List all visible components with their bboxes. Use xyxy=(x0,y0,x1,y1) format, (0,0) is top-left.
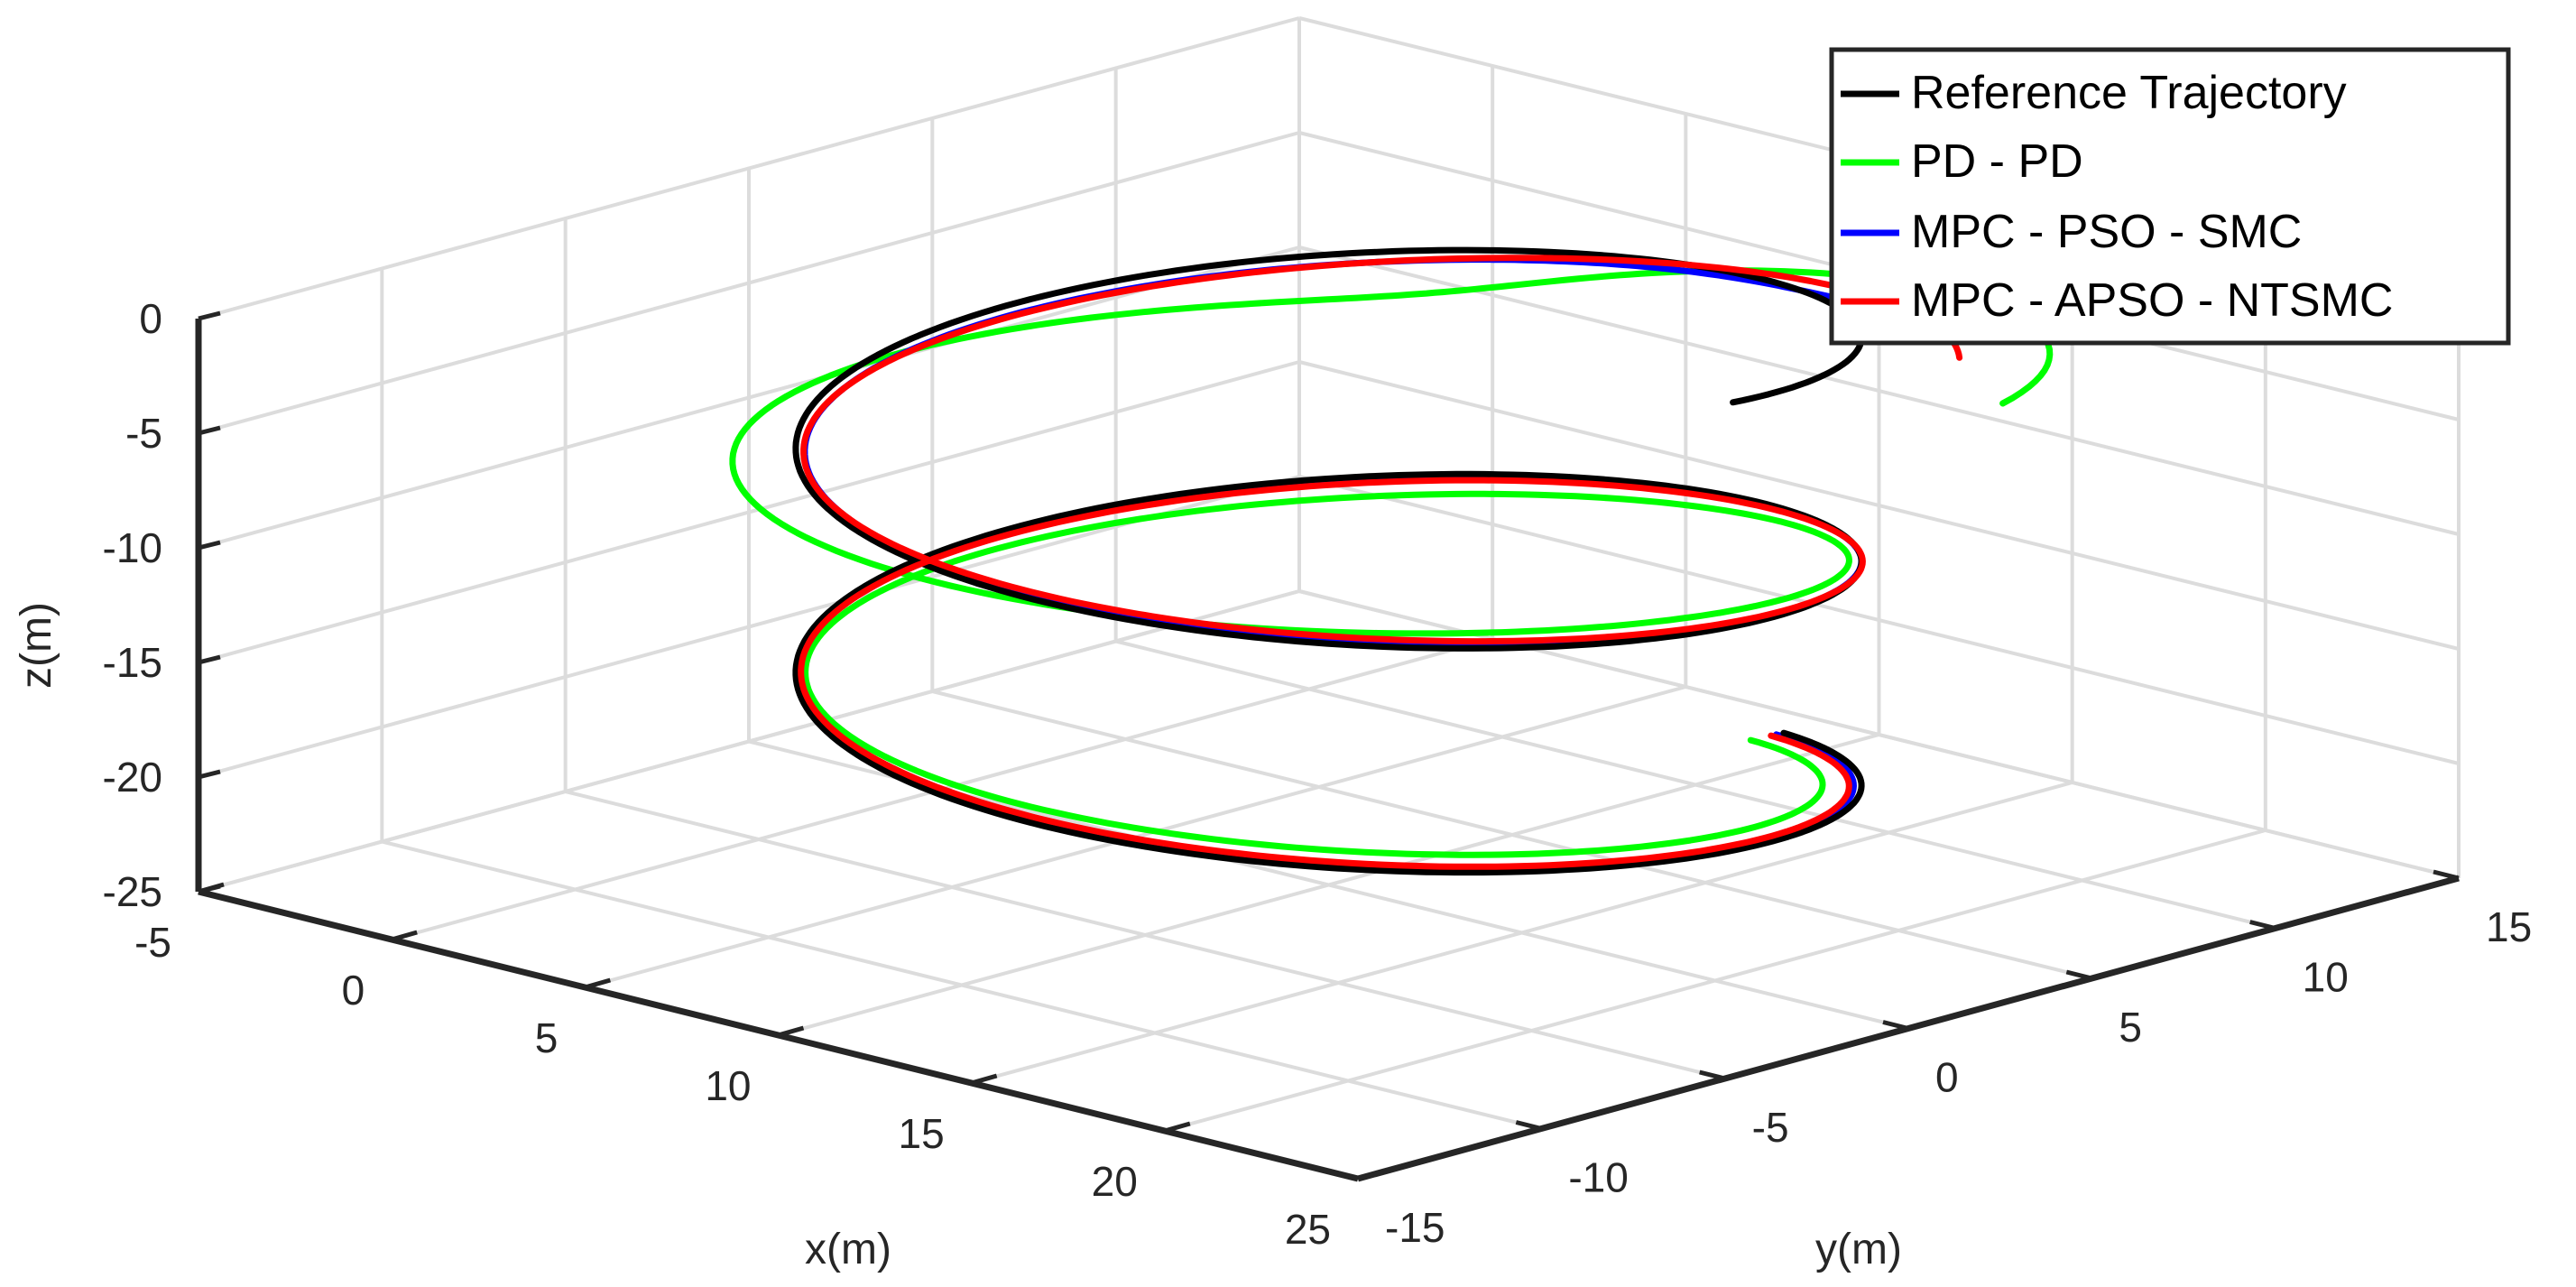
y-tick-label: -10 xyxy=(1568,1154,1628,1201)
y-tick-label: 15 xyxy=(2486,903,2532,950)
series-group xyxy=(729,246,2054,876)
y-tick-mark xyxy=(1699,1069,1726,1081)
grid xyxy=(197,16,2461,1181)
x-tick-label: -5 xyxy=(134,919,171,966)
legend: Reference Trajectory PD - PD MPC - PSO -… xyxy=(1829,47,2511,346)
x-tick-mark xyxy=(391,930,418,942)
grid-line-side-z xyxy=(198,16,1300,320)
z-tick-mark xyxy=(198,654,221,665)
y-tick-mark xyxy=(1332,1170,1359,1181)
grid-line-floor-y xyxy=(381,839,1542,1131)
grid-line-back-z xyxy=(1298,245,2460,536)
legend-label-reference-trajectory: Reference Trajectory xyxy=(1911,67,2347,119)
grid-line-floor-y xyxy=(1115,639,2276,931)
z-tick-label: -25 xyxy=(103,868,162,915)
series-line-mpc-apso-ntsmc xyxy=(798,255,1963,870)
grid-line-floor-y xyxy=(931,690,2092,980)
z-tick-mark xyxy=(198,884,221,894)
z-tick-mark xyxy=(198,540,221,551)
x-tick-label: 25 xyxy=(1285,1206,1331,1253)
x-tick-mark xyxy=(777,1025,805,1038)
y-tick-mark xyxy=(2065,969,2092,981)
legend-label-mpc-pso-smc: MPC - PSO - SMC xyxy=(1911,206,2302,258)
x-tick-mark xyxy=(970,1073,998,1086)
grid-line-side-z xyxy=(198,245,1300,550)
z-tick-mark xyxy=(198,425,221,436)
y-tick-label: 5 xyxy=(2119,1004,2142,1051)
legend-box xyxy=(1829,47,2511,346)
tick-labels: -5 0 5 10 15 20 25 -15 -10 -5 0 5 10 15 0 -5 -10 -15 -20 -2… xyxy=(103,295,2533,1253)
series-line-reference xyxy=(729,267,2054,858)
z-tick-mark xyxy=(198,310,221,321)
y-tick-label: -15 xyxy=(1385,1204,1445,1251)
grid-line-floor-y xyxy=(565,790,1726,1080)
y-tick-mark xyxy=(1515,1120,1542,1131)
z-tick-label: -20 xyxy=(103,754,162,801)
z-tick-label: -15 xyxy=(103,639,162,686)
grid-line-side-z xyxy=(198,131,1300,435)
y-tick-label: 10 xyxy=(2303,954,2349,1001)
grid-line-side-z xyxy=(198,360,1300,664)
y-tick-mark xyxy=(1882,1020,1909,1031)
x-tick-label: 10 xyxy=(705,1062,751,1109)
x-tick-label: 15 xyxy=(898,1110,944,1157)
y-tick-label: -5 xyxy=(1752,1104,1789,1151)
legend-label-mpc-apso-ntsmc: MPC - APSO - NTSMC xyxy=(1911,274,2393,327)
y-axis-label: y(m) xyxy=(1815,1226,1902,1273)
x-axis-label: x(m) xyxy=(805,1226,891,1273)
z-tick-label: -5 xyxy=(125,410,162,457)
legend-label-pd-pd: PD - PD xyxy=(1911,135,2083,188)
y-tick-mark xyxy=(2249,920,2276,931)
x-tick-mark xyxy=(584,977,612,990)
x-tick-label: 20 xyxy=(1092,1158,1138,1205)
y-tick-label: 0 xyxy=(1935,1054,1959,1101)
axes xyxy=(195,310,2460,1182)
z-tick-label: 0 xyxy=(139,295,162,342)
x-tick-mark xyxy=(1164,1121,1191,1134)
y-tick-mark xyxy=(2433,869,2460,881)
x-tick-mark xyxy=(1357,1169,1384,1181)
grid-line-back-z xyxy=(1298,360,2460,651)
grid-line-back-z xyxy=(1298,475,2460,765)
x-tick-label: 0 xyxy=(342,967,365,1014)
z-tick-mark xyxy=(198,769,221,780)
z-tick-label: -10 xyxy=(103,524,162,571)
x-tick-label: 5 xyxy=(535,1014,559,1061)
grid-line-side-z xyxy=(198,475,1300,779)
z-axis-label: z(m) xyxy=(13,602,60,689)
